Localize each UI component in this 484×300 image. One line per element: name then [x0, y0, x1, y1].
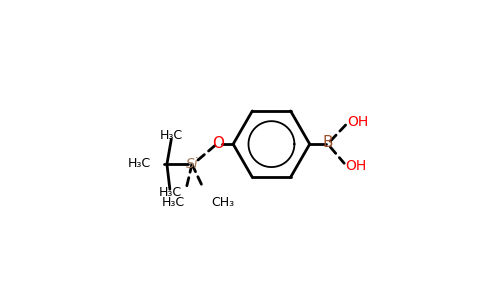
Text: Si: Si	[186, 157, 198, 171]
Text: H₃C: H₃C	[159, 186, 182, 199]
Text: OH: OH	[347, 115, 368, 129]
Text: H₃C: H₃C	[128, 157, 151, 170]
Text: H₃C: H₃C	[160, 129, 183, 142]
Text: O: O	[212, 136, 225, 151]
Text: B: B	[323, 135, 333, 150]
Text: OH: OH	[346, 159, 367, 173]
Text: H₃C: H₃C	[162, 196, 184, 208]
Text: CH₃: CH₃	[211, 196, 234, 208]
